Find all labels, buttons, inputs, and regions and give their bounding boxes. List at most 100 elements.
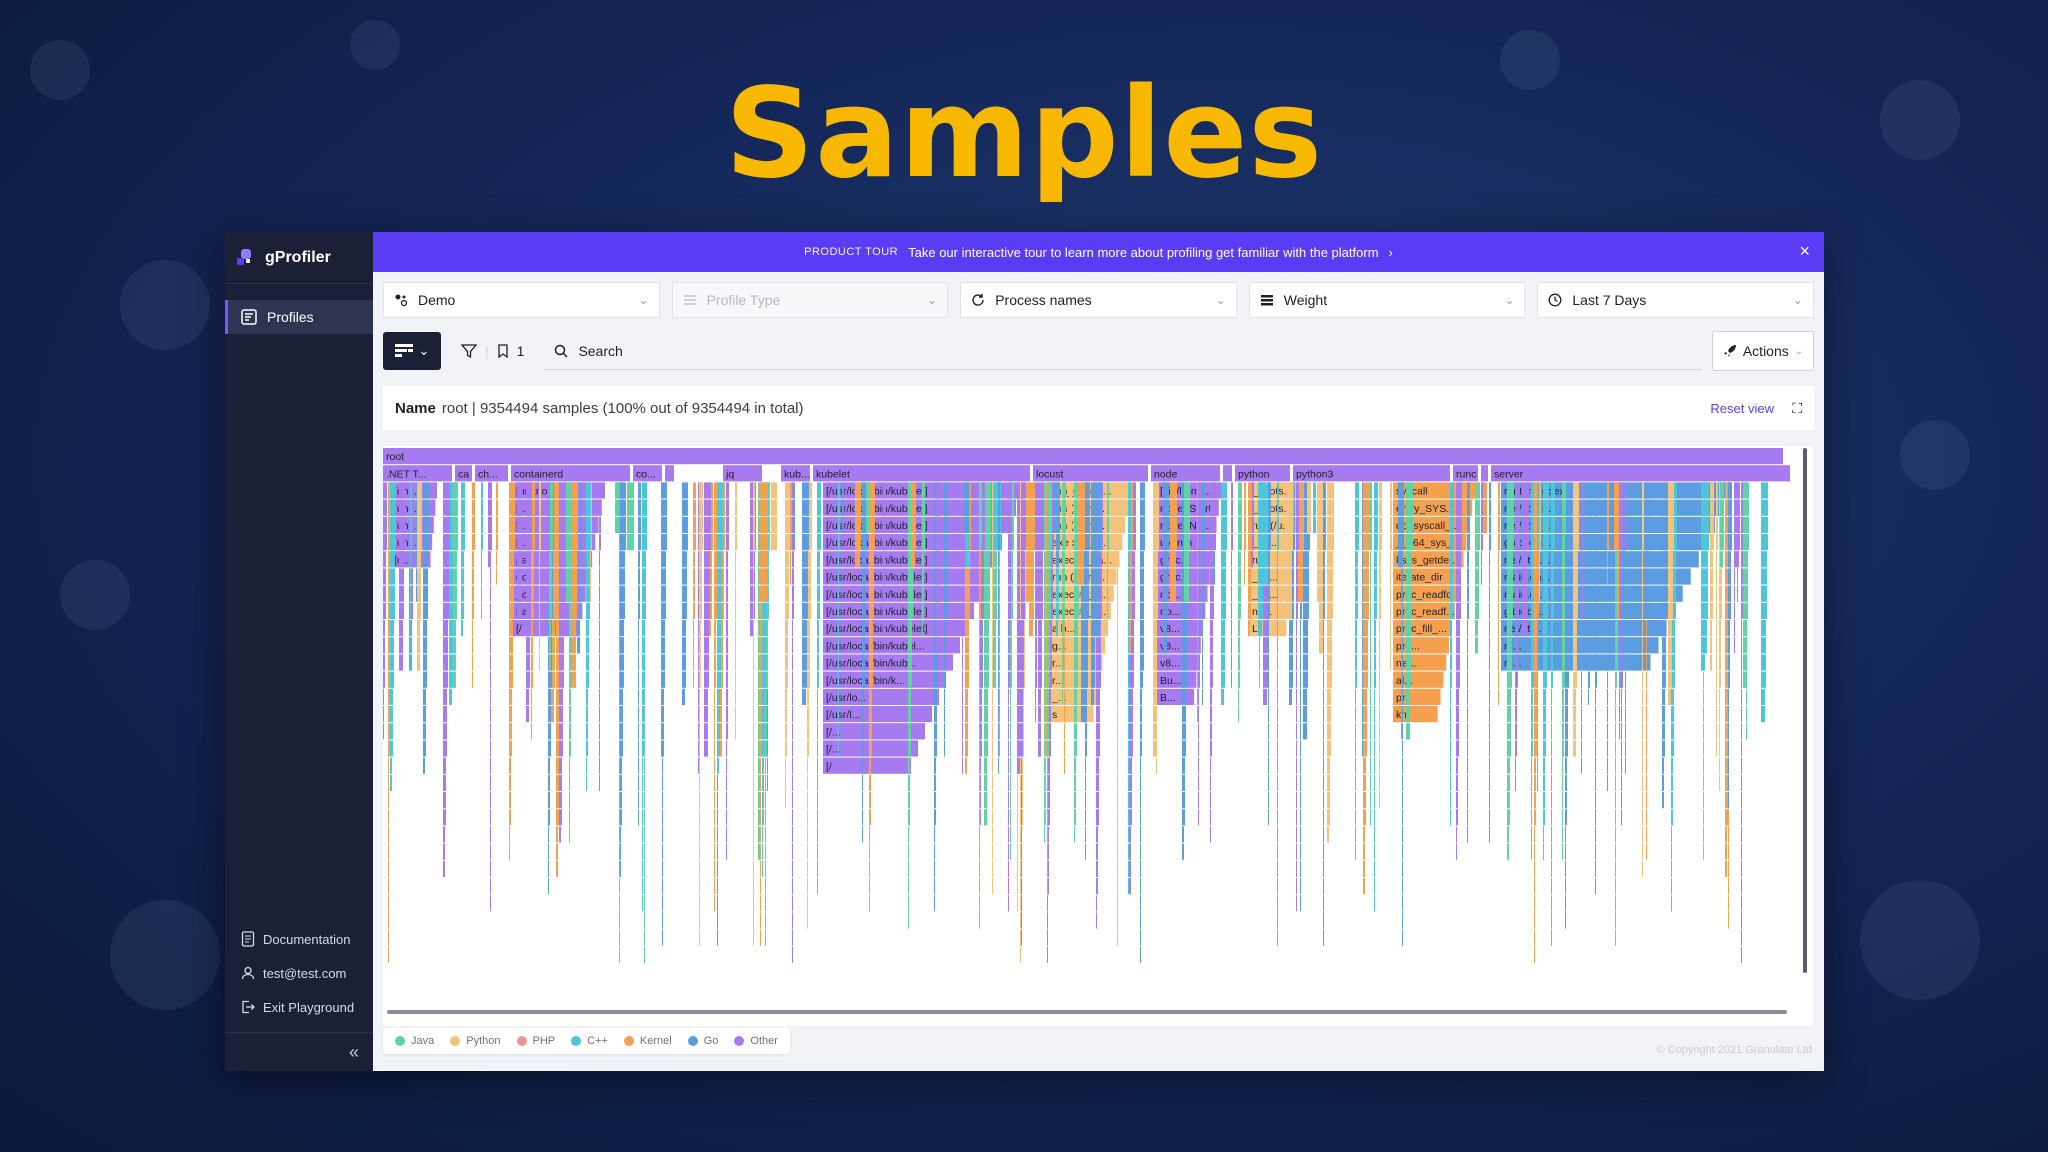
frame-thin[interactable]: [1746, 620, 1747, 637]
frame-thin[interactable]: [383, 602, 386, 619]
frame-thin[interactable]: [999, 654, 1000, 671]
frame-thin[interactable]: [1231, 602, 1232, 619]
exit-playground-link[interactable]: Exit Playground: [225, 990, 373, 1024]
frame-thin[interactable]: [1021, 654, 1024, 671]
frame-thin[interactable]: [735, 688, 736, 705]
frame-thin[interactable]: [620, 534, 626, 551]
frame-thin[interactable]: [1129, 637, 1131, 654]
frame-thin[interactable]: [1402, 809, 1403, 826]
frame-thin[interactable]: [735, 551, 736, 568]
frame-thin[interactable]: [908, 792, 910, 809]
frame-thin[interactable]: [1074, 602, 1079, 619]
frame-thin[interactable]: [1010, 602, 1013, 619]
frame-thin[interactable]: [1467, 688, 1468, 705]
frame-thin[interactable]: [1323, 895, 1324, 912]
frame-thin[interactable]: [1642, 843, 1643, 860]
frame-thin[interactable]: [1047, 757, 1048, 774]
frame-thin[interactable]: [662, 516, 667, 533]
frame-thin[interactable]: [1515, 723, 1517, 740]
frame-thin[interactable]: [1534, 929, 1535, 946]
frame-thin[interactable]: [490, 688, 491, 705]
frame-thin[interactable]: [908, 706, 911, 723]
frame-thin[interactable]: [1210, 585, 1214, 602]
frame-thin[interactable]: [1595, 516, 1599, 533]
frame-thin[interactable]: [1355, 792, 1356, 809]
frame-thin[interactable]: [388, 878, 389, 895]
frame-thin[interactable]: [1094, 499, 1101, 516]
frame-thin[interactable]: [944, 602, 947, 619]
frame-thin[interactable]: [662, 637, 665, 654]
frame-thin[interactable]: [1507, 637, 1512, 654]
frame-thin[interactable]: [1401, 688, 1402, 705]
frame-thin[interactable]: [1010, 654, 1012, 671]
frame-thin[interactable]: [1153, 568, 1158, 585]
frame-thin[interactable]: [735, 706, 736, 723]
frame-thin[interactable]: [423, 637, 427, 654]
frame-thin[interactable]: [717, 757, 719, 774]
frame-thin[interactable]: [1534, 637, 1538, 654]
frame-thin[interactable]: [1562, 843, 1563, 860]
frame-thin[interactable]: [517, 482, 523, 499]
frame-thin[interactable]: [1210, 740, 1212, 757]
frame-thin[interactable]: [866, 499, 869, 516]
frame-thin[interactable]: [517, 516, 523, 533]
frame-thin[interactable]: [1370, 620, 1371, 637]
frame-thin[interactable]: [1128, 843, 1129, 860]
frame-thin[interactable]: [383, 516, 387, 533]
frame-thin[interactable]: [866, 482, 869, 499]
frame-thin[interactable]: [417, 516, 422, 533]
frame-thin[interactable]: [1078, 534, 1085, 551]
frame-thin[interactable]: [1062, 499, 1066, 516]
frame-thin[interactable]: [1096, 895, 1097, 912]
frame-thin[interactable]: [934, 843, 935, 860]
frame-thin[interactable]: [1615, 602, 1618, 619]
frame-thin[interactable]: [992, 706, 993, 723]
frame-thin[interactable]: [423, 568, 428, 585]
frame-thin[interactable]: [1565, 688, 1568, 705]
frame-thin[interactable]: [869, 671, 873, 688]
frame-thin[interactable]: [1746, 499, 1748, 516]
frame-thin[interactable]: [1398, 482, 1404, 499]
frame-thin[interactable]: [1277, 843, 1278, 860]
frame-thin[interactable]: [390, 740, 393, 757]
frame-thin[interactable]: [1625, 637, 1626, 654]
frame-thin[interactable]: [908, 568, 913, 585]
frame-thin[interactable]: [449, 637, 453, 654]
frame-thin[interactable]: [1298, 516, 1304, 533]
frame-thin[interactable]: [1198, 637, 1200, 654]
frame-thin[interactable]: [638, 723, 639, 740]
frame-thin[interactable]: [1481, 516, 1483, 533]
frame-thin[interactable]: [1263, 585, 1269, 602]
frame-thin[interactable]: [661, 688, 662, 705]
frame-thin[interactable]: [599, 516, 601, 533]
frame-thin[interactable]: [965, 757, 967, 774]
frame-thin[interactable]: [1662, 516, 1668, 533]
frame-thin[interactable]: [714, 534, 718, 551]
frame-thin[interactable]: [717, 792, 718, 809]
frame-thin[interactable]: [1607, 654, 1608, 671]
frame-thin[interactable]: [753, 792, 754, 809]
frame-thin[interactable]: [1221, 499, 1227, 516]
frame-thin[interactable]: [1489, 637, 1490, 654]
frame-thin[interactable]: [1562, 654, 1565, 671]
frame-thin[interactable]: [1467, 706, 1468, 723]
frame-thin[interactable]: [1728, 620, 1730, 637]
frame-thin[interactable]: [472, 620, 473, 637]
frame-thin[interactable]: [642, 774, 643, 791]
frame-thin[interactable]: [443, 774, 446, 791]
frame-thin[interactable]: [1761, 534, 1768, 551]
frame-thin[interactable]: [726, 637, 727, 654]
frame-thin[interactable]: [620, 706, 623, 723]
frame-thin[interactable]: [1303, 688, 1307, 705]
frame-thin[interactable]: [1064, 706, 1065, 723]
frame-thin[interactable]: [531, 568, 534, 585]
frame-thin[interactable]: [944, 688, 945, 705]
frame-thin[interactable]: [717, 740, 720, 757]
frame-thin[interactable]: [869, 482, 875, 499]
frame-thin[interactable]: [1210, 620, 1213, 637]
frame-thin[interactable]: [793, 499, 795, 516]
frame-thin[interactable]: [1210, 482, 1215, 499]
frame-thin[interactable]: [1085, 482, 1090, 499]
frame-thin[interactable]: [1277, 568, 1278, 585]
frame-thin[interactable]: [390, 534, 396, 551]
